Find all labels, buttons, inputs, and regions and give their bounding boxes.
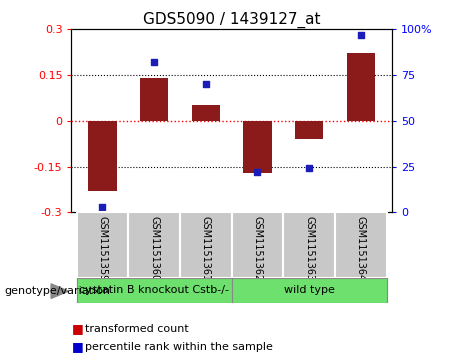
Bar [77,278,231,303]
Point [357,32,365,37]
Text: percentile rank within the sample: percentile rank within the sample [85,342,273,352]
Bar [231,278,387,303]
Bar [128,212,180,278]
Text: GSM1151360: GSM1151360 [149,216,159,281]
Bar [295,121,323,139]
Point [254,169,261,175]
Text: GSM1151363: GSM1151363 [304,216,314,281]
Bar [231,212,284,278]
Polygon shape [51,284,69,298]
Bar [284,212,335,278]
Text: genotype/variation: genotype/variation [5,286,111,296]
Text: cystatin B knockout Cstb-/-: cystatin B knockout Cstb-/- [79,285,229,295]
Text: GSM1151361: GSM1151361 [201,216,211,281]
Text: GSM1151359: GSM1151359 [97,216,107,281]
Bar [77,212,128,278]
Bar [347,53,375,121]
Text: transformed count: transformed count [85,323,189,334]
Text: ■: ■ [71,322,83,335]
Point [306,166,313,171]
Text: wild type: wild type [284,285,335,295]
Bar [192,105,220,121]
Bar [140,78,168,121]
Text: GSM1151364: GSM1151364 [356,216,366,281]
Bar [88,121,117,191]
Text: ■: ■ [71,340,83,353]
Point [99,204,106,210]
Point [202,81,209,87]
Text: GSM1151362: GSM1151362 [253,216,262,281]
Bar [335,212,387,278]
Title: GDS5090 / 1439127_at: GDS5090 / 1439127_at [143,12,320,28]
Point [150,59,158,65]
Bar [243,121,272,173]
Bar [180,212,231,278]
